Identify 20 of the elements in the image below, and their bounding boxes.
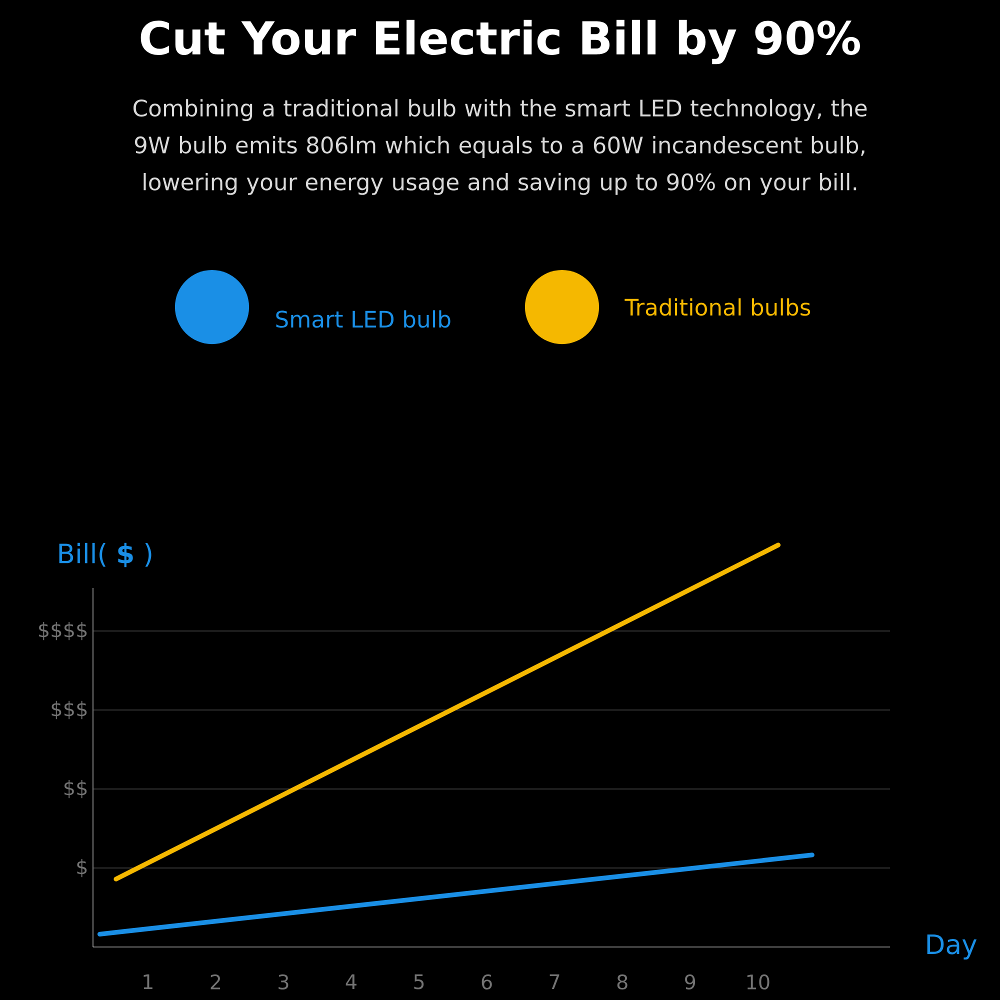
x-tick-label: 1 bbox=[144, 974, 152, 989]
x-tick-label: 7 bbox=[550, 974, 560, 989]
x-axis-title: Day bbox=[927, 934, 977, 960]
x-tick-label: 3 bbox=[278, 974, 288, 990]
text: $ bbox=[77, 858, 87, 878]
y-axis-title: Bill( $ ) bbox=[59, 542, 152, 568]
x-tick-label: 5 bbox=[414, 974, 424, 990]
x-tick-label: 10 bbox=[747, 974, 770, 990]
chart-subtitle: Combining a traditional bulb with the smart LED technology, the 9W bulb emits 806lm which equals to a 60W incandescent bulb, lowering your energy usage and saving up to 90% on your bill. bbox=[134, 99, 867, 195]
text: $$$$ bbox=[39, 622, 87, 640]
x-tick-label: 8 bbox=[617, 974, 628, 990]
x-tick-label: 6 bbox=[482, 974, 492, 990]
text: $$$ bbox=[52, 700, 87, 720]
text: Smart LED bulb bbox=[276, 310, 450, 328]
x-tick-label: 2 bbox=[210, 974, 220, 990]
text: Traditional bulbs bbox=[624, 298, 810, 316]
x-tick-label: 9 bbox=[685, 974, 696, 990]
chart-title: Cut Your Electric Bill by 90% bbox=[140, 20, 860, 64]
x-tick-label: 4 bbox=[346, 974, 356, 989]
text: $$ bbox=[64, 780, 87, 798]
